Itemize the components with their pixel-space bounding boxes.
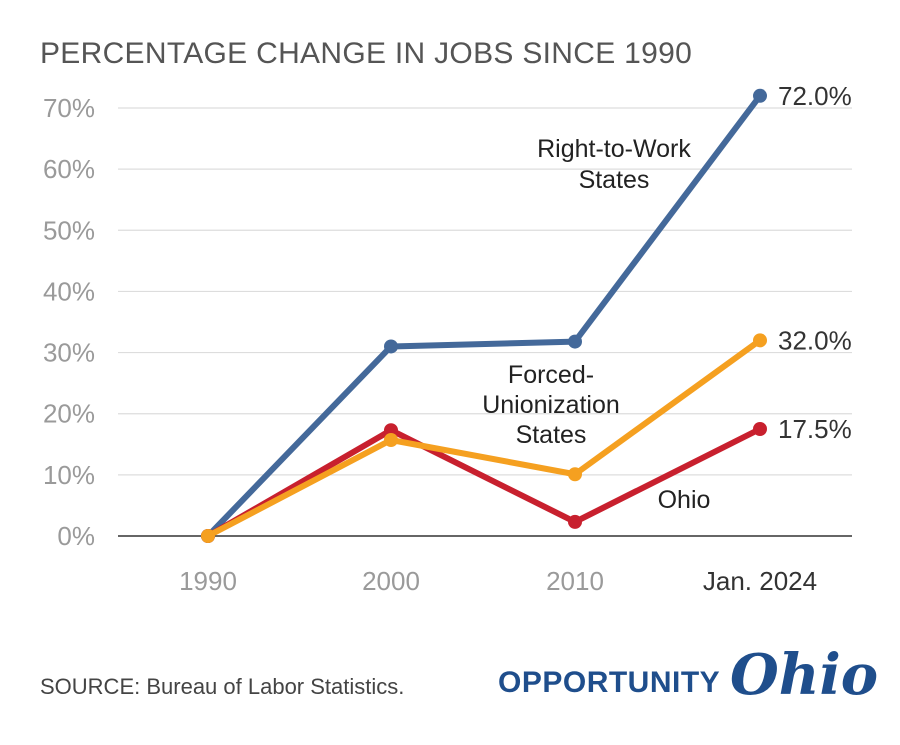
x-tick-label: Jan. 2024 bbox=[703, 566, 817, 596]
data-point-ohio bbox=[568, 514, 582, 529]
series-line-right_to_work bbox=[205, 92, 763, 539]
data-point-forced_unionization bbox=[384, 433, 398, 448]
data-point-ohio bbox=[384, 423, 398, 438]
series-line-forced_unionization bbox=[205, 337, 763, 539]
x-tick-label: 1990 bbox=[179, 566, 237, 596]
y-tick-label: 70% bbox=[43, 93, 95, 123]
chart-title: PERCENTAGE CHANGE IN JOBS SINCE 1990 bbox=[40, 37, 692, 70]
series-name-label: Forced-Unionization States bbox=[482, 361, 620, 449]
logo-script: Ohio bbox=[730, 642, 878, 708]
end-value-label: 32.0% bbox=[778, 325, 852, 355]
source-note: SOURCE: Bureau of Labor Statistics. bbox=[40, 674, 404, 699]
gridlines bbox=[118, 107, 852, 537]
y-tick-label: 40% bbox=[43, 276, 95, 306]
data-point-right_to_work bbox=[568, 334, 582, 349]
y-tick-label: 60% bbox=[43, 154, 95, 184]
opportunity-ohio-logo: OPPORTUNITY Ohio bbox=[498, 642, 878, 708]
end-value-label: 72.0% bbox=[778, 81, 852, 111]
data-point-forced_unionization bbox=[753, 333, 767, 348]
y-tick-label: 30% bbox=[43, 338, 95, 368]
y-tick-label: 50% bbox=[43, 215, 95, 245]
end-value-label: 17.5% bbox=[778, 414, 852, 444]
x-axis-ticks: 1990 2000 2010 Jan. 2024 bbox=[179, 566, 817, 596]
logo-word: OPPORTUNITY bbox=[498, 666, 720, 699]
series-name-label: Right-to-Work States bbox=[537, 135, 691, 194]
series-labels: 72.0% 17.5% 32.0% Right-to-Work States Ohio Fo… bbox=[482, 81, 852, 514]
series-name-label: Ohio bbox=[658, 486, 711, 514]
series-line-ohio bbox=[205, 426, 763, 539]
series-lines bbox=[201, 88, 767, 543]
y-tick-label: 0% bbox=[57, 521, 95, 551]
data-point-ohio bbox=[753, 422, 767, 436]
data-point-forced_unionization bbox=[568, 467, 582, 482]
y-tick-label: 20% bbox=[43, 399, 95, 429]
data-point-right_to_work bbox=[753, 88, 767, 103]
y-axis-ticks: 0% 10% 20% 30% 40% 50% 60% 70% bbox=[43, 93, 95, 551]
data-point-forced_unionization bbox=[201, 529, 215, 543]
y-tick-label: 10% bbox=[43, 460, 95, 490]
data-point-right_to_work bbox=[384, 339, 398, 354]
x-tick-label: 2000 bbox=[362, 566, 420, 596]
x-tick-label: 2010 bbox=[546, 566, 604, 596]
